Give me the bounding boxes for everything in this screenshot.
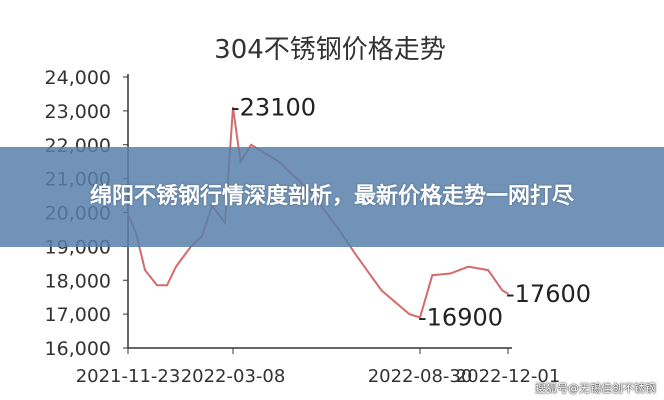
y-tick-label: 23,000 [45,101,111,123]
data-point [355,254,357,256]
data-point [408,313,411,315]
data-point [431,274,434,276]
y-tick-label: 18,000 [45,270,111,292]
data-point [232,106,234,109]
data-point [467,265,470,268]
data-point [156,284,158,287]
chart-title: 304不锈钢价格走势 [214,35,446,65]
data-point [175,265,177,268]
x-tick-label: 2021-11-23 [76,366,181,387]
y-tick-label: 24,000 [45,67,111,89]
data-point [250,143,252,146]
x-tick-label: 2022-03-08 [181,366,286,387]
data-point [449,272,452,275]
data-point [166,284,168,287]
article-title: 绵阳不锈钢行情深度剖析，最新价格走势一网打尽 [89,184,574,209]
article-title-banner: 绵阳不锈钢行情深度剖析，最新价格走势一网打尽 [0,147,664,247]
data-point [144,269,146,271]
data-point [380,289,383,292]
value-annotation: -16900 [418,304,503,332]
data-point [507,293,509,295]
data-point [501,289,504,292]
data-point [487,269,489,271]
x-tick-label: 2022-12-01 [456,366,561,387]
y-tick-label: 16,000 [45,338,111,360]
value-annotation: -17600 [506,280,591,308]
value-annotation: -23100 [231,93,316,121]
watermark: 搜狐号@无锡佳创不锈钢 [535,382,656,395]
y-tick-label: 17,000 [45,304,111,326]
x-tick-label: 2022-08-30 [368,366,473,387]
data-point [419,316,421,319]
